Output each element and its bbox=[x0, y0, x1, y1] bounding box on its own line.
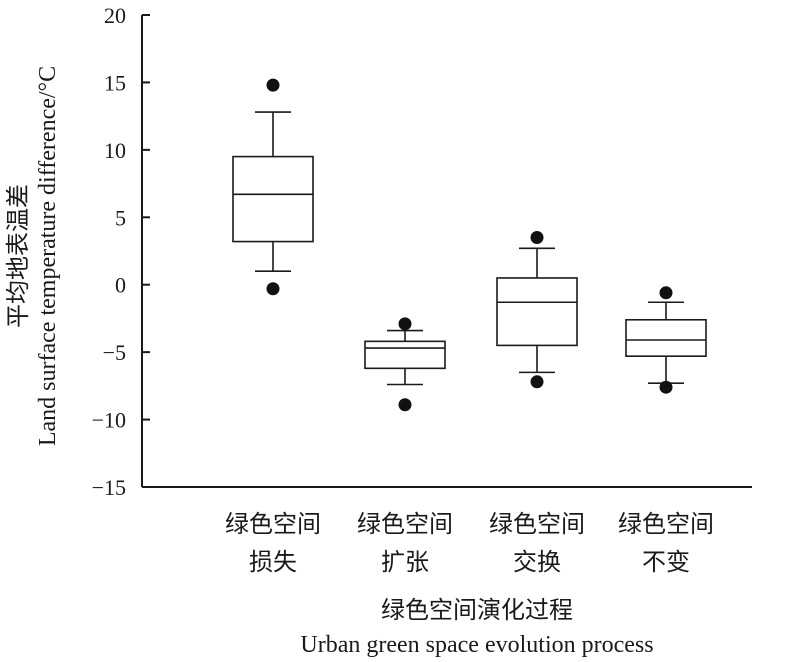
y-axis-title-english: Land surface temperature difference/°C bbox=[35, 66, 61, 446]
y-tick-label: −5 bbox=[103, 340, 126, 365]
outlier-point bbox=[530, 231, 544, 245]
outlier-point bbox=[659, 380, 673, 394]
y-tick-label: 0 bbox=[115, 273, 126, 298]
category-label: 不变 bbox=[642, 549, 690, 576]
plot-axes bbox=[141, 15, 752, 488]
box-group bbox=[232, 78, 314, 296]
category-label: 绿色空间 bbox=[357, 511, 453, 538]
interquartile-box bbox=[232, 155, 314, 243]
interquartile-box bbox=[364, 340, 446, 370]
box-group bbox=[625, 286, 707, 394]
box-group bbox=[496, 231, 578, 389]
category-label: 交换 bbox=[513, 549, 561, 576]
y-tick-label: 20 bbox=[104, 3, 126, 28]
box-group bbox=[364, 317, 446, 412]
y-tick-label: −15 bbox=[92, 475, 126, 500]
y-axis-title-chinese: 平均地表温差 bbox=[5, 184, 32, 328]
y-tick-label: −10 bbox=[92, 408, 126, 433]
y-tick-label: 10 bbox=[104, 138, 126, 163]
category-label: 绿色空间 bbox=[489, 511, 585, 538]
outlier-point bbox=[266, 78, 280, 92]
outlier-point bbox=[266, 282, 280, 296]
category-label: 损失 bbox=[249, 549, 297, 576]
interquartile-box bbox=[496, 277, 578, 347]
outlier-point bbox=[398, 398, 412, 412]
category-label: 扩张 bbox=[381, 549, 429, 576]
outlier-point bbox=[659, 286, 673, 300]
outlier-point bbox=[530, 375, 544, 389]
category-label: 绿色空间 bbox=[618, 511, 714, 538]
category-label: 绿色空间 bbox=[225, 511, 321, 538]
interquartile-box bbox=[625, 318, 707, 357]
x-axis-title-chinese: 绿色空间演化过程 bbox=[381, 597, 573, 624]
y-axis-ticks: −15 −10 −5 0 5 10 15 20 bbox=[92, 3, 150, 500]
y-tick-label: 15 bbox=[104, 70, 126, 95]
box-series bbox=[232, 78, 707, 412]
outlier-point bbox=[398, 317, 412, 331]
x-axis-title-english: Urban green space evolution process bbox=[300, 632, 653, 658]
y-tick-label: 5 bbox=[115, 205, 126, 230]
